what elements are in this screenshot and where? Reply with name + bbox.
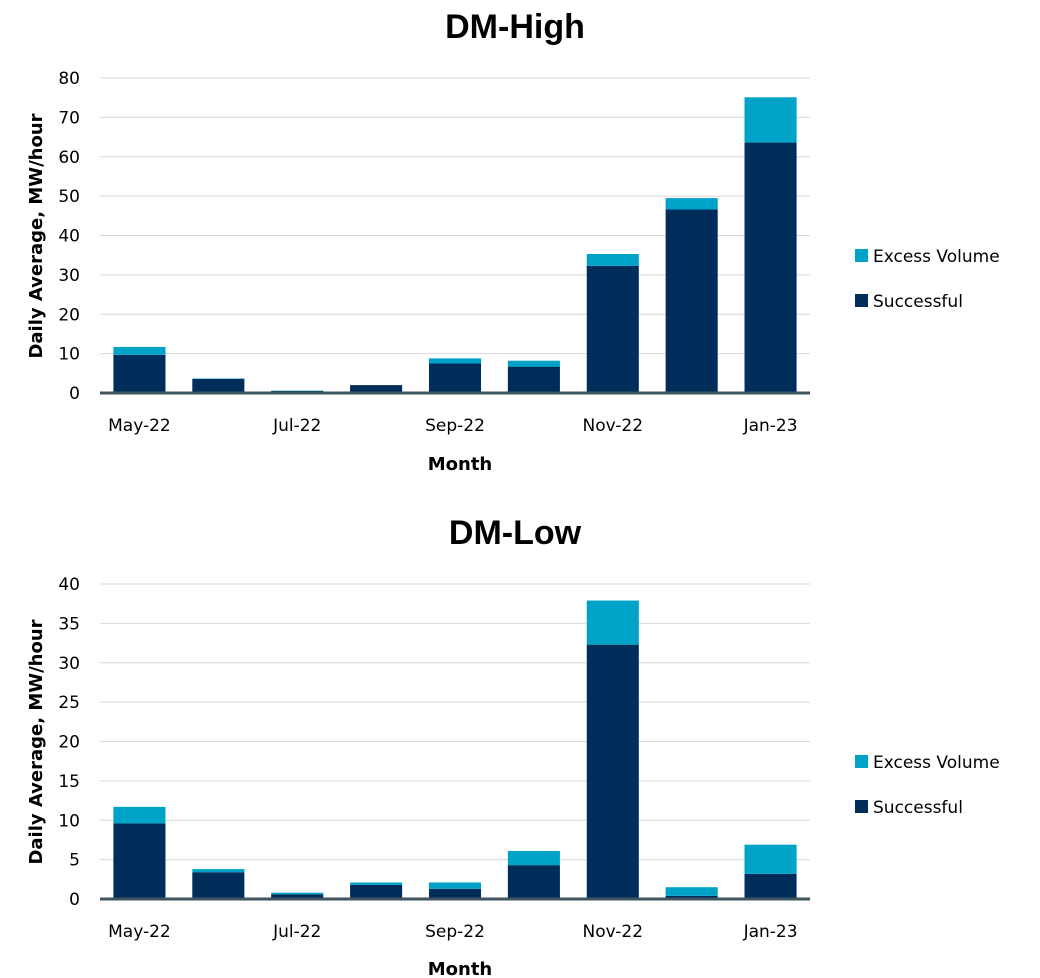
x-tick-label: May-22 (108, 922, 171, 942)
bar-successful (113, 823, 166, 899)
bar-excess-volume (586, 254, 639, 266)
bar-successful (192, 872, 245, 899)
x-tick-label: Sep-22 (425, 922, 485, 942)
bar-successful (665, 895, 718, 899)
x-axis-label: Month (428, 454, 493, 475)
x-axis-ticks: May-22 Jul-22 Sep-22 Nov-22 Jan-23 (108, 922, 797, 942)
bar-excess-volume (192, 869, 245, 873)
y-tick-label: 35 (58, 614, 80, 634)
bar-excess-volume (586, 600, 639, 645)
x-tick-label: Jan-23 (743, 922, 798, 942)
y-tick-label: 10 (58, 811, 80, 831)
x-tick-label: Nov-22 (583, 416, 644, 436)
legend: Excess Volume Successful (855, 753, 1000, 818)
y-tick-label: 60 (58, 148, 80, 168)
chart-title: DM-High (445, 8, 585, 46)
bar-excess-volume (507, 850, 560, 866)
bar-excess-volume (113, 346, 166, 355)
bar-excess-volume (744, 844, 797, 874)
dm-high-chart-svg: DM-High Daily Average, MW/hour Month 0 10… (26, 8, 1000, 475)
y-tick-label: 0 (69, 890, 80, 910)
bar-excess-volume (113, 806, 166, 824)
bar-excess-volume (350, 882, 403, 885)
y-tick-label: 15 (58, 772, 80, 792)
bars (100, 600, 810, 901)
chart-title: DM-Low (449, 514, 582, 552)
bar-excess-volume (744, 97, 797, 143)
x-tick-label: Nov-22 (583, 922, 644, 942)
y-axis-ticks: 0 10 20 30 40 50 60 70 80 (58, 69, 80, 404)
bar-successful (507, 865, 560, 899)
legend-label-excess-volume: Excess Volume (873, 247, 1000, 267)
y-tick-label: 5 (69, 851, 80, 871)
bar-successful (665, 209, 718, 393)
bar-successful (271, 894, 324, 899)
legend-label-excess-volume: Excess Volume (873, 753, 1000, 773)
y-tick-label: 10 (58, 345, 80, 365)
bar-excess-volume (428, 358, 482, 364)
y-tick-label: 80 (58, 69, 80, 89)
bar-successful (744, 142, 797, 393)
y-tick-label: 0 (69, 384, 80, 404)
y-tick-label: 25 (58, 693, 80, 713)
x-tick-label: Sep-22 (425, 416, 485, 436)
bars (100, 97, 810, 395)
bar-successful (428, 888, 482, 899)
legend-swatch-excess-volume (855, 249, 868, 262)
y-axis-ticks: 0 5 10 15 20 25 30 35 40 (58, 575, 80, 910)
y-tick-label: 30 (58, 266, 80, 286)
y-tick-label: 50 (58, 187, 80, 207)
y-tick-label: 30 (58, 654, 80, 674)
y-tick-label: 20 (58, 733, 80, 753)
grid-lines (100, 77, 810, 355)
legend: Excess Volume Successful (855, 247, 1000, 312)
legend-swatch-excess-volume (855, 755, 868, 768)
x-tick-label: Jan-23 (743, 416, 798, 436)
y-tick-label: 20 (58, 305, 80, 325)
y-axis-label: Daily Average, MW/hour (26, 619, 47, 864)
dm-low-chart-svg: DM-Low Daily Average, MW/hour Month 0 5 10… (26, 514, 1000, 978)
dm-low-chart: DM-Low Daily Average, MW/hour Month 0 5 10… (0, 489, 1040, 978)
bar-successful (113, 354, 166, 393)
legend-label-successful: Successful (873, 798, 963, 818)
x-axis-label: Month (428, 959, 493, 978)
x-tick-label: Jul-22 (272, 922, 321, 942)
bar-successful (428, 363, 482, 393)
y-tick-label: 40 (58, 227, 80, 247)
legend-swatch-successful (855, 294, 868, 307)
x-tick-label: Jul-22 (272, 416, 321, 436)
y-tick-label: 70 (58, 108, 80, 128)
dm-high-chart: DM-High Daily Average, MW/hour Month 0 10… (26, 8, 1000, 475)
bar-excess-volume (665, 198, 718, 210)
grid-lines (100, 583, 810, 861)
bar-successful (192, 378, 245, 393)
bar-successful (350, 884, 403, 899)
legend-label-successful: Successful (873, 292, 963, 312)
bar-excess-volume (271, 892, 324, 895)
bar-successful (507, 366, 560, 393)
bar-excess-volume (665, 887, 718, 896)
bar-successful (586, 644, 639, 899)
bar-successful (586, 265, 639, 393)
bar-successful (350, 385, 403, 393)
bar-successful (744, 873, 797, 899)
y-axis-label: Daily Average, MW/hour (26, 113, 47, 358)
x-axis-ticks: May-22 Jul-22 Sep-22 Nov-22 Jan-23 (108, 416, 797, 436)
bar-excess-volume (507, 360, 560, 367)
x-tick-label: May-22 (108, 416, 171, 436)
legend-swatch-successful (855, 800, 868, 813)
y-tick-label: 40 (58, 575, 80, 595)
bar-excess-volume (428, 882, 482, 889)
